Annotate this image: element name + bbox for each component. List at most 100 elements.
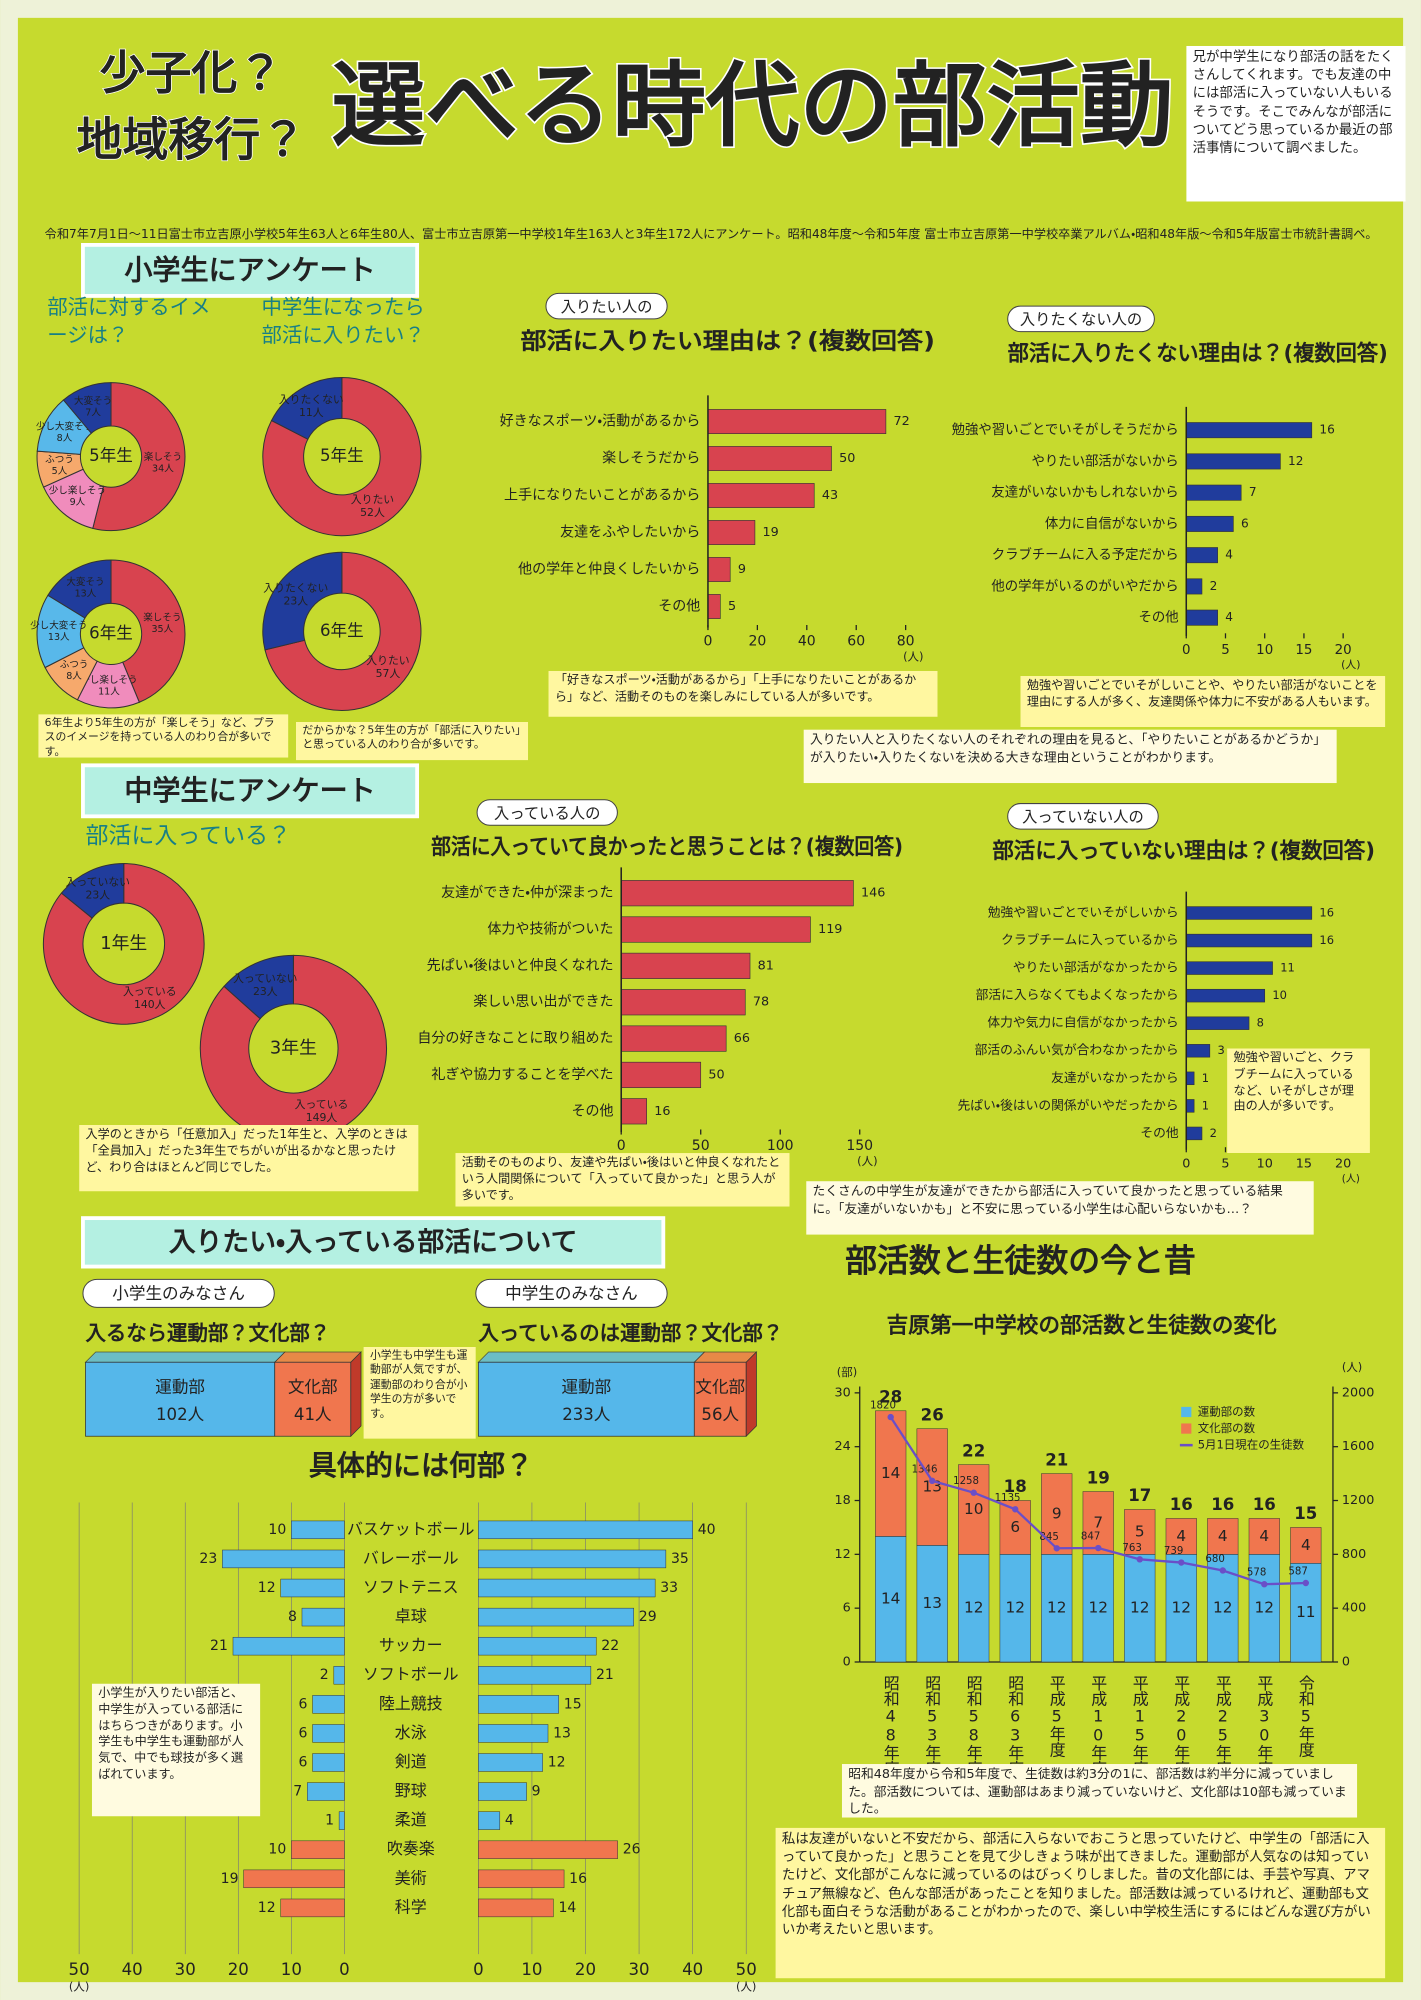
category-label: 友達がいなかったから	[1051, 1071, 1179, 1086]
x-tick-label: 15	[1295, 643, 1312, 658]
x-tick-label: 平成25年度	[1213, 1675, 1232, 1777]
heading-banner	[81, 1216, 666, 1269]
question: 入っているのは運動部？文化部？	[477, 1321, 783, 1345]
segment-label: 入りたい	[351, 493, 394, 506]
value-label: 10	[1272, 988, 1287, 1002]
bar-segment	[1207, 1518, 1239, 1555]
bar	[477, 1361, 695, 1437]
segment-label: 入っている	[123, 985, 177, 998]
bar	[85, 1361, 276, 1437]
pill-label: 入っていない人の	[1022, 808, 1144, 826]
value-label: 66	[734, 1031, 750, 1046]
bar	[620, 1061, 702, 1089]
section-heading: 入りたい・入っている部活について	[169, 1227, 577, 1258]
bar	[312, 1753, 345, 1772]
pill-label: 入っている人の	[494, 804, 600, 822]
category-label: 先ぱい・後はいの関係がいやだったから	[958, 1098, 1179, 1113]
bar	[620, 989, 746, 1016]
value-label: 5	[728, 599, 736, 614]
note: 小学生も中学生も運動部が人気ですが、運動部のわり合が小学生の方が多いです。	[363, 1346, 476, 1439]
note: だからかな？5年生の方が「部活に入りたい」と思っている人のわり合が多いです。	[295, 721, 529, 761]
note-box: だからかな？5年生の方が「部活に入りたい」と思っている人のわり合が多いです。	[295, 721, 529, 761]
bar	[620, 880, 854, 907]
category-label: 他の学年と仲良くしたいから	[518, 562, 700, 578]
bar-top	[84, 1351, 286, 1363]
bar	[333, 1666, 345, 1685]
title-left: 地域移行？	[77, 112, 307, 166]
note: 活動そのものより、友達や先ぱい・後はいと仲良くなれたという人間関係について「入っ…	[455, 1153, 790, 1207]
bar	[707, 446, 832, 471]
total-label: 17	[1128, 1486, 1151, 1505]
segment-label: 12	[1255, 1599, 1274, 1617]
total-label: 16	[1170, 1495, 1193, 1514]
segment-value: 23人	[253, 985, 278, 998]
bar-value: 102人	[156, 1405, 205, 1424]
category-label: ソフトボール	[363, 1665, 459, 1684]
bar	[620, 952, 751, 979]
bar	[1185, 961, 1273, 975]
category-label: 友達ができた・仲が深まった	[441, 885, 613, 901]
value-label: 26	[623, 1842, 641, 1858]
total-label: 21	[1045, 1450, 1068, 1469]
segment-label: 14	[881, 1590, 900, 1608]
value-label: 6	[299, 1696, 308, 1712]
donut-center: 5年生	[89, 446, 133, 465]
x-tick-label: 平成30年度	[1255, 1675, 1274, 1777]
bar-segment	[1290, 1527, 1322, 1564]
x-tick-label: 50	[69, 1960, 90, 1979]
section-heading: 小学生にアンケート	[124, 254, 375, 287]
value-label: 16	[1319, 933, 1334, 947]
bar-label: 運動部	[561, 1378, 611, 1397]
segment-label: 12	[964, 1599, 983, 1617]
segment-label: 10	[964, 1500, 983, 1518]
category-label: 陸上競技	[379, 1694, 443, 1713]
chart-title: 部活に入りたい理由は？(複数回答)	[520, 327, 935, 354]
bar	[478, 1898, 554, 1918]
pill-label: 入りたい人の	[561, 298, 653, 316]
value-label: 81	[758, 958, 774, 973]
category-label: バスケットボール	[347, 1519, 475, 1538]
note-box: 小学生も中学生も運動部が人気ですが、運動部のわり合が小学生の方が多いです。	[363, 1346, 476, 1439]
note: 勉強や習いごとでいそがしいことや、やりたい部活がないことを理由にする人が多く、友…	[1020, 676, 1386, 728]
bar-segment	[1165, 1554, 1197, 1663]
segment-label: 9	[1052, 1504, 1062, 1522]
bar-label: 文化部	[288, 1378, 338, 1397]
label-pill	[475, 1278, 668, 1308]
bar-top	[273, 1351, 362, 1363]
category-label: 体力や気力に自信がなかったから	[987, 1015, 1178, 1031]
category-label: やりたい部活がなかったから	[1013, 961, 1179, 976]
category-label: 楽しい思い出ができた	[473, 994, 613, 1010]
value-label: 4	[1225, 610, 1233, 624]
value-label: 11	[1280, 961, 1295, 975]
value-label: 12	[1288, 454, 1303, 468]
pill-label: 中学生のみなさん	[505, 1284, 638, 1303]
category-label: 友達がいないかもしれないから	[991, 485, 1178, 501]
total-label: 19	[1087, 1468, 1110, 1487]
note: 小学生が入りたい部活と、中学生が入っている部活にはちらつきがあります。小学生も中…	[91, 1683, 261, 1817]
category-label: 水泳	[395, 1723, 427, 1742]
note: たくさんの中学生が友達ができたから部活に入っていて良かったと思っている結果に。「…	[806, 1181, 1314, 1235]
bar-top	[693, 1351, 758, 1363]
segment-value: 140人	[134, 998, 166, 1011]
bar	[312, 1695, 345, 1714]
value-label: 40	[698, 1522, 716, 1538]
bar-label: 運動部	[155, 1378, 205, 1397]
total-label: 26	[921, 1405, 944, 1424]
bar	[243, 1869, 345, 1889]
bar	[478, 1636, 597, 1656]
value-label: 50	[839, 451, 855, 466]
x-tick-label: 20	[1335, 1156, 1351, 1171]
category-label: 部活に入らなくてもよくなったから	[976, 988, 1179, 1003]
bar	[1185, 1071, 1195, 1086]
x-tick-label: 5	[1221, 1156, 1229, 1171]
point-label: 587	[1288, 1567, 1307, 1578]
bar	[620, 1025, 727, 1052]
category-label: 自分の好きなことに取り組めた	[417, 1031, 613, 1047]
legend-swatch	[1181, 1423, 1192, 1434]
total-label: 15	[1294, 1504, 1317, 1523]
segment-value: 23人	[283, 595, 308, 608]
value-label: 2	[1210, 1126, 1217, 1140]
y2-tick-label: 2000	[1342, 1385, 1374, 1400]
